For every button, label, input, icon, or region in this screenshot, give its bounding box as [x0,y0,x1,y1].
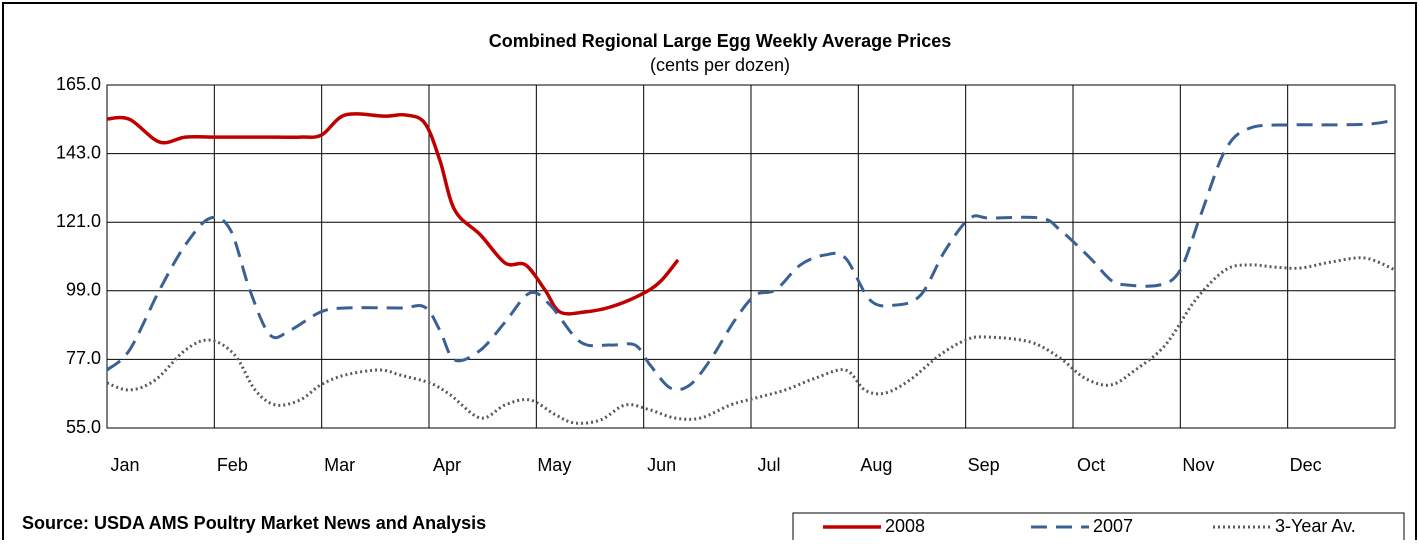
x-tick-label: Jun [647,455,676,475]
source-note: Source: USDA AMS Poultry Market News and… [22,513,486,533]
chart-subtitle: (cents per dozen) [650,55,790,75]
y-tick-label: 165.0 [56,74,101,94]
series-line [106,112,680,316]
x-tick-label: Mar [324,455,355,475]
x-tick-label: Sep [968,455,1000,475]
x-tick-label: Apr [433,455,461,475]
x-tick-label: May [537,455,571,475]
x-tick-label: Oct [1077,455,1105,475]
x-tick-label: Aug [860,455,892,475]
plot-frame [106,84,1396,429]
y-tick-label: 143.0 [56,142,101,162]
legend-label: 3-Year Av. [1275,516,1356,536]
y-tick-label: 55.0 [66,417,101,437]
x-tick-label: Feb [217,455,248,475]
chart-title: Combined Regional Large Egg Weekly Avera… [489,31,951,51]
x-tick-label: Nov [1182,455,1214,475]
x-tick-label: Jul [757,455,780,475]
x-tick-label: Dec [1290,455,1322,475]
legend-label: 2007 [1093,516,1133,536]
series-line [106,118,1396,392]
y-tick-label: 121.0 [56,211,101,231]
y-tick-label: 99.0 [66,280,101,300]
y-tick-label: 77.0 [66,348,101,368]
legend-label: 2008 [885,516,925,536]
x-tick-label: Jan [110,455,139,475]
